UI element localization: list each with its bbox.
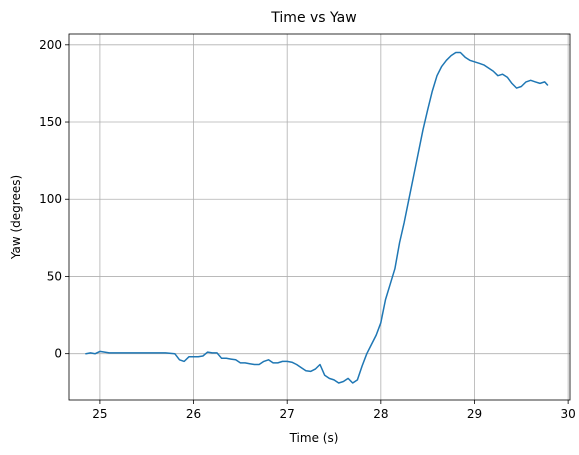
gridlines <box>69 34 570 400</box>
x-tick-label: 27 <box>280 407 295 421</box>
y-tick-label: 100 <box>39 192 62 206</box>
y-tick-label: 150 <box>39 115 62 129</box>
y-axis-label: Yaw (degrees) <box>9 175 23 260</box>
y-tick-label: 200 <box>39 38 62 52</box>
x-tick-label: 26 <box>186 407 201 421</box>
chart-title: Time vs Yaw <box>270 10 356 26</box>
series-line <box>85 51 549 384</box>
y-tick-label: 50 <box>47 269 62 283</box>
x-tick-label: 29 <box>467 407 482 421</box>
x-tick-label: 28 <box>373 407 388 421</box>
series-layer <box>85 51 549 384</box>
plot-frame <box>68 33 571 401</box>
x-axis-label: Time (s) <box>289 431 339 445</box>
x-tick-label: 30 <box>560 407 575 421</box>
y-tick-label: 0 <box>54 347 62 361</box>
x-tick-label: 25 <box>92 407 107 421</box>
axis-ticks: 25 26 27 28 29 30 0 50 100 150 200 <box>39 38 576 421</box>
